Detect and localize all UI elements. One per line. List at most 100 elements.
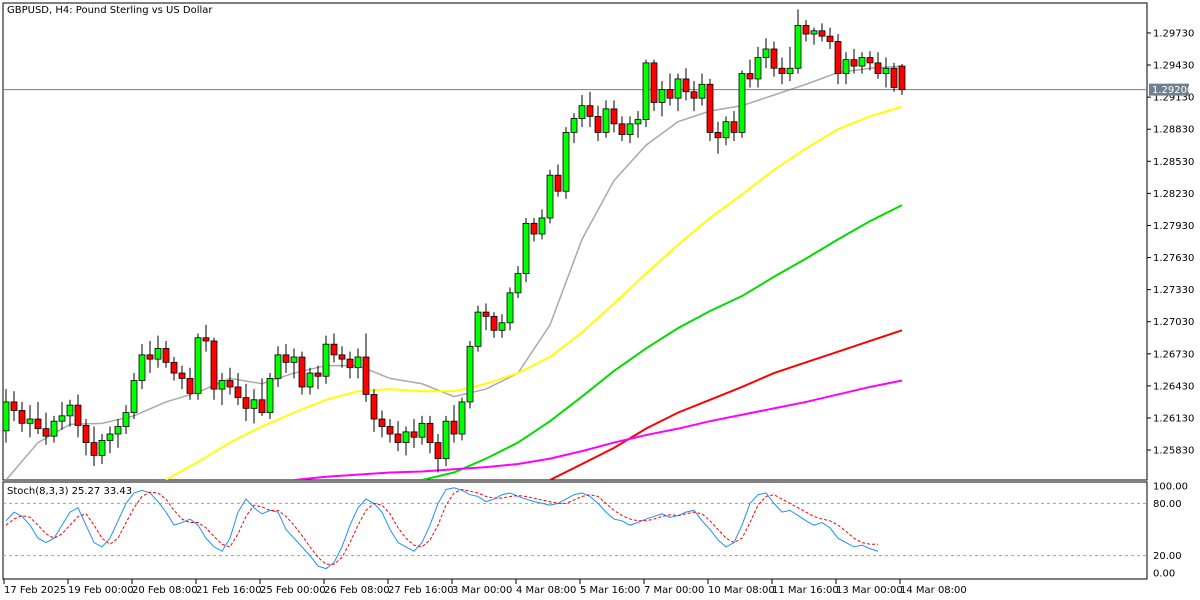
price-tick-label: 1.28530 bbox=[1153, 157, 1194, 168]
candle bbox=[314, 365, 322, 390]
candle bbox=[786, 46, 794, 82]
candle bbox=[738, 70, 746, 138]
candle bbox=[386, 419, 394, 443]
candle bbox=[842, 52, 850, 85]
price-tick-label: 1.27630 bbox=[1153, 253, 1194, 264]
candle bbox=[762, 38, 770, 69]
time-tick-label: 4 Mar 08:00 bbox=[516, 585, 576, 596]
candle bbox=[530, 217, 538, 242]
stochastic-main-line bbox=[5, 487, 879, 570]
candle bbox=[26, 405, 34, 438]
candle bbox=[802, 20, 810, 42]
time-tick-label: 19 Feb 00:00 bbox=[68, 585, 134, 596]
time-tick-label: 7 Mar 00:00 bbox=[644, 585, 704, 596]
candle bbox=[810, 27, 818, 45]
candle bbox=[418, 415, 426, 445]
price-tick-label: 1.27030 bbox=[1153, 317, 1194, 328]
current-price-label: 1.29200 bbox=[1152, 85, 1193, 96]
candle bbox=[642, 59, 650, 128]
time-tick-label: 21 Feb 16:00 bbox=[196, 585, 262, 596]
candle bbox=[98, 434, 106, 464]
candle bbox=[690, 81, 698, 112]
candle bbox=[282, 344, 290, 374]
candle bbox=[338, 346, 346, 368]
candle bbox=[346, 351, 354, 379]
candle bbox=[354, 348, 362, 379]
candle bbox=[434, 434, 442, 473]
time-tick-label: 20 Feb 08:00 bbox=[132, 585, 198, 596]
candle bbox=[34, 401, 42, 435]
candle bbox=[58, 401, 66, 430]
candle bbox=[874, 52, 882, 79]
stochastic-frame bbox=[2, 481, 1148, 580]
candle bbox=[634, 111, 642, 138]
candle bbox=[586, 91, 594, 128]
price-tick-label: 1.27330 bbox=[1153, 285, 1194, 296]
candle bbox=[82, 419, 90, 456]
price-tick-label: 1.28830 bbox=[1153, 125, 1194, 136]
candle bbox=[258, 378, 266, 416]
candle bbox=[722, 116, 730, 146]
candle bbox=[250, 389, 258, 424]
stochastic-plot bbox=[3, 487, 1147, 570]
time-tick-label: 25 Feb 00:00 bbox=[260, 585, 326, 596]
candle bbox=[898, 63, 906, 95]
candle bbox=[538, 209, 546, 240]
candle bbox=[3, 389, 10, 443]
candle bbox=[498, 314, 506, 338]
stochastic-tick-label: 100.00 bbox=[1153, 482, 1188, 493]
candle bbox=[378, 410, 386, 438]
stochastic-tick-label: 20.00 bbox=[1153, 551, 1182, 562]
candle bbox=[442, 415, 450, 467]
candle bbox=[130, 373, 138, 420]
candle bbox=[850, 48, 858, 74]
candle bbox=[234, 373, 242, 406]
current-price-badge bbox=[1149, 83, 1189, 96]
candle bbox=[682, 68, 690, 101]
candle bbox=[410, 419, 418, 448]
main-plot-area bbox=[3, 9, 1147, 480]
candlesticks bbox=[3, 9, 906, 473]
candle bbox=[274, 346, 282, 387]
candle bbox=[210, 337, 218, 400]
candle bbox=[546, 169, 554, 224]
moving-average-line bbox=[549, 329, 903, 480]
moving-average-line bbox=[165, 105, 903, 480]
candle bbox=[66, 399, 74, 427]
price-tick-label: 1.29430 bbox=[1153, 61, 1194, 72]
main-chart-frame bbox=[2, 2, 1148, 481]
candle bbox=[698, 73, 706, 106]
price-tick-label: 1.26430 bbox=[1153, 381, 1194, 392]
candle bbox=[602, 100, 610, 138]
candle bbox=[858, 52, 866, 74]
candle bbox=[578, 94, 586, 128]
candle bbox=[490, 312, 498, 338]
candle bbox=[426, 415, 434, 454]
candle bbox=[562, 127, 570, 199]
chart-title: GBPUSD, H4: Pound Sterling vs US Dollar bbox=[7, 5, 213, 16]
candle bbox=[218, 373, 226, 406]
candle bbox=[394, 421, 402, 452]
candle bbox=[482, 303, 490, 331]
candle bbox=[466, 340, 474, 409]
candle bbox=[90, 426, 98, 467]
candle bbox=[106, 426, 114, 454]
candle bbox=[290, 348, 298, 379]
price-tick-label: 1.26730 bbox=[1153, 349, 1194, 360]
candle bbox=[554, 164, 562, 197]
candle bbox=[162, 340, 170, 368]
candle bbox=[834, 34, 842, 85]
stochastic-tick-label: 0.00 bbox=[1153, 569, 1175, 580]
candle bbox=[666, 73, 674, 106]
candle bbox=[146, 340, 154, 374]
moving-averages bbox=[5, 65, 903, 480]
time-tick-label: 5 Mar 16:00 bbox=[580, 585, 640, 596]
candle bbox=[714, 121, 722, 154]
stochastic-signal-line bbox=[5, 488, 878, 565]
candle bbox=[18, 401, 26, 432]
stochastic-tick-label: 80.00 bbox=[1153, 499, 1182, 510]
price-tick-label: 1.26130 bbox=[1153, 413, 1194, 424]
candle bbox=[178, 365, 186, 390]
price-tick-label: 1.28230 bbox=[1153, 189, 1194, 200]
